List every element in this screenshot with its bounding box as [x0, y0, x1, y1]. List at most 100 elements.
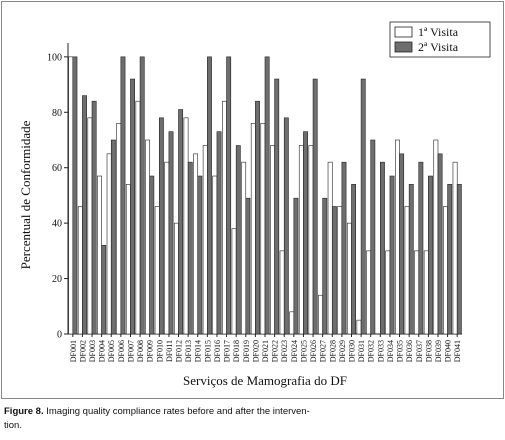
bar — [331, 206, 337, 335]
bar — [82, 95, 87, 335]
x-tick-label: DF018 — [232, 340, 241, 362]
x-tick-label: DF019 — [242, 340, 251, 362]
bar — [158, 117, 164, 335]
caption-line: Figure 8. Imaging quality compliance rat… — [4, 406, 310, 417]
x-tick-label: DF039 — [434, 340, 443, 362]
x-tick-label: DF009 — [146, 340, 155, 362]
bar — [351, 184, 357, 335]
bar — [274, 78, 280, 335]
x-tick-label: DF030 — [347, 340, 356, 362]
x-tick-label: DF010 — [155, 340, 164, 362]
bar — [418, 161, 424, 335]
bar — [120, 56, 126, 335]
bar — [212, 175, 218, 335]
caption-label: Figure 8. — [4, 406, 44, 417]
bar — [264, 56, 270, 335]
x-tick-label: DF020 — [251, 340, 260, 362]
bar — [318, 294, 323, 335]
y-tick-label: 0 — [57, 330, 62, 341]
x-tick-label: DF008 — [136, 340, 145, 362]
x-tick-label: DF032 — [367, 340, 376, 362]
y-tick-label: 80 — [52, 108, 62, 119]
bar — [380, 161, 385, 335]
bar — [414, 250, 420, 335]
bar — [399, 153, 405, 335]
bar — [125, 184, 131, 335]
bar — [346, 222, 352, 335]
x-tick-label: DF027 — [319, 340, 328, 362]
bar — [385, 250, 391, 335]
bar — [433, 139, 439, 335]
bar — [255, 100, 260, 335]
bar — [447, 184, 453, 335]
x-axis-label: Serviços de Mamografia do DF — [183, 373, 347, 388]
x-tick-label: DF022 — [271, 340, 280, 362]
bar — [452, 161, 458, 335]
x-tick-label: DF023 — [280, 340, 289, 362]
x-tick-label: DF040 — [444, 340, 453, 362]
figure-border — [1, 1, 504, 399]
bar — [308, 145, 314, 335]
bar — [187, 161, 193, 335]
bar — [168, 131, 174, 335]
bar — [428, 175, 433, 335]
bar — [270, 145, 275, 335]
bar — [250, 123, 256, 335]
y-tick-label: 100 — [47, 52, 62, 63]
bar — [145, 139, 150, 335]
x-tick-label: DF013 — [184, 340, 193, 362]
bar — [173, 222, 179, 335]
bar — [312, 78, 318, 335]
bar — [322, 197, 328, 335]
x-tick-label: DF006 — [117, 340, 126, 362]
x-tick-label: DF002 — [78, 340, 87, 362]
bar — [356, 319, 362, 335]
bar — [360, 78, 366, 335]
bar — [293, 197, 299, 335]
x-tick-label: DF033 — [376, 340, 385, 362]
x-tick-label: DF004 — [98, 340, 107, 362]
x-tick-label: DF031 — [357, 340, 366, 362]
bar — [337, 206, 343, 335]
bar — [456, 184, 462, 335]
bar — [222, 100, 227, 335]
x-tick-label: DF024 — [290, 340, 299, 362]
x-tick-label: DF014 — [194, 340, 203, 362]
bar — [202, 145, 208, 335]
bar — [139, 56, 145, 335]
x-tick-label: DF005 — [107, 340, 116, 362]
bar — [366, 250, 372, 335]
bar — [437, 153, 443, 335]
x-tick-label: DF041 — [453, 340, 462, 362]
y-tick-label: 60 — [52, 163, 62, 174]
x-tick-label: DF034 — [386, 340, 395, 362]
legend-swatch — [394, 41, 413, 53]
bar — [283, 117, 289, 335]
bar — [404, 206, 410, 335]
bar — [216, 131, 222, 335]
x-tick-label: DF012 — [175, 340, 184, 362]
x-tick-label: DF011 — [165, 340, 174, 362]
x-tick-label: DF007 — [126, 340, 135, 362]
bar — [207, 56, 212, 335]
bar — [91, 100, 97, 335]
bar — [341, 161, 347, 335]
legend-label: 1ª Visita — [418, 25, 459, 39]
bar — [135, 100, 141, 335]
bar — [164, 161, 170, 335]
bar — [289, 311, 295, 335]
bar — [116, 123, 122, 335]
x-tick-label: DF036 — [405, 340, 414, 362]
x-tick-label: DF026 — [309, 340, 318, 362]
bar — [106, 153, 112, 335]
bar — [154, 206, 160, 335]
bar — [231, 228, 237, 335]
x-tick-label: DF038 — [424, 340, 433, 362]
bar — [443, 206, 448, 335]
bar — [260, 123, 266, 335]
caption-line: tion. — [4, 420, 22, 431]
legend-swatch — [394, 26, 413, 38]
bar — [298, 145, 304, 335]
bar — [77, 206, 83, 335]
